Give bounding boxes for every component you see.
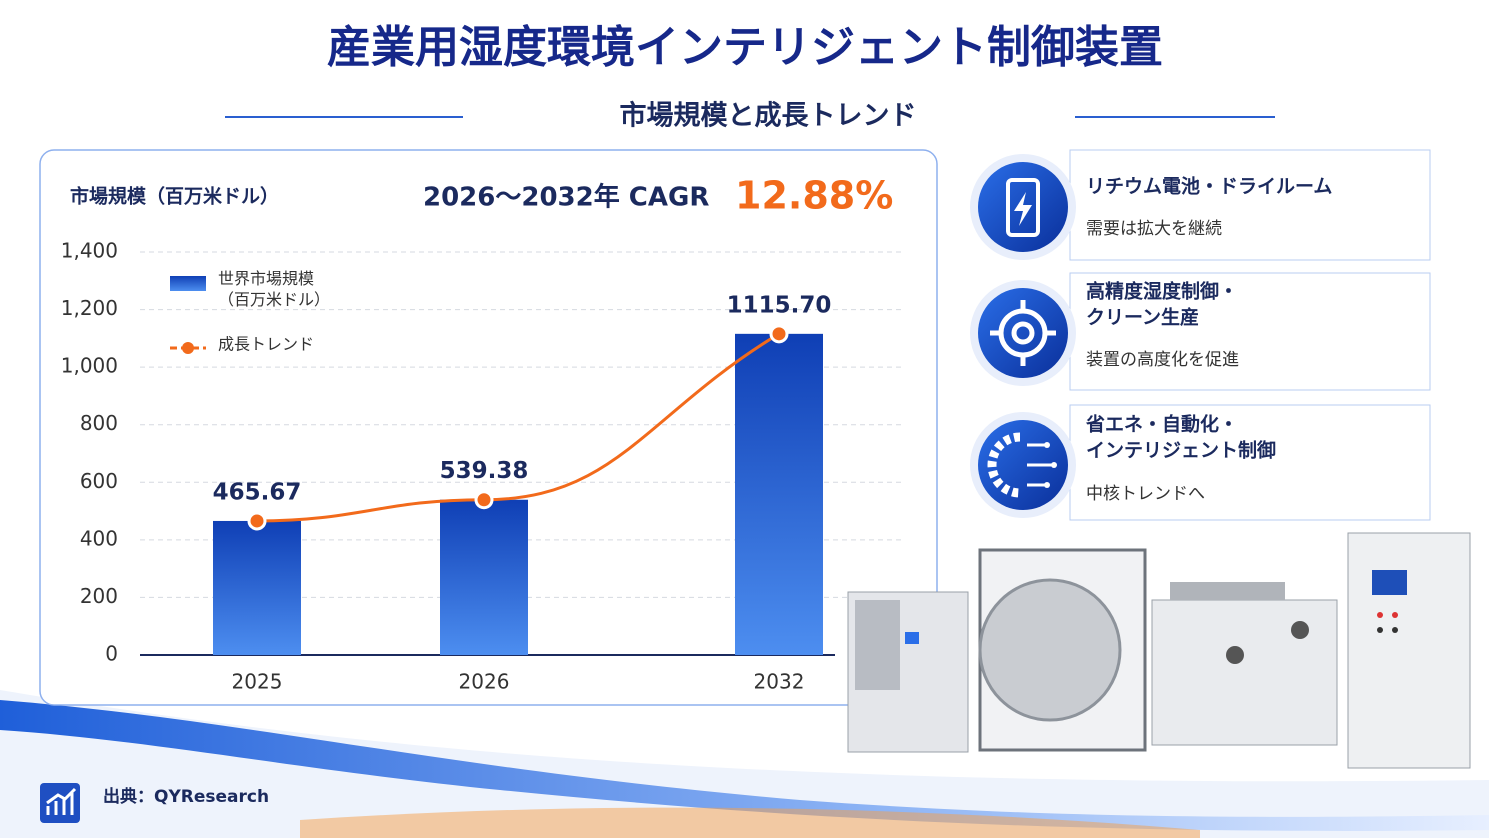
bolt-icon: [1014, 192, 1032, 226]
y-tick-label: 1,200: [61, 296, 118, 320]
y-tick-label: 1,400: [61, 239, 118, 263]
y-axis-label: 市場規模（百万米ドル）: [70, 185, 279, 208]
feature-desc: 需要は拡大を継続: [1086, 219, 1222, 239]
bar: [213, 520, 301, 655]
y-tick-label: 200: [80, 584, 118, 608]
equipment: [847, 532, 1471, 769]
equipment-button: [1377, 627, 1383, 633]
equipment-top: [1170, 582, 1285, 600]
cagr-label: 2026〜2032年 CAGR: [423, 182, 709, 213]
target-icon: [990, 300, 1056, 366]
feature-title: 高精度湿度制御・: [1086, 280, 1238, 303]
y-tick-label: 0: [105, 642, 118, 666]
trend-marker: [474, 490, 494, 510]
trend-line: [256, 332, 780, 523]
icon: [978, 288, 1068, 378]
circuit-icon: [1044, 442, 1050, 448]
legend-label-line: （百万米ドル）: [218, 290, 330, 309]
feature-desc: 中核トレンドへ: [1086, 484, 1205, 504]
legend-swatch: [170, 276, 206, 291]
legend-label-line: 世界市場規模: [218, 269, 314, 288]
feature-card: [1069, 272, 1431, 391]
circuit-icon: [1027, 443, 1052, 487]
equipment-screen: [1372, 570, 1407, 595]
chart: 市場規模（百万米ドル） 2026〜2032年 CAGR 12.88% 0 200 4…: [61, 174, 905, 694]
target-icon: [1011, 321, 1035, 345]
legend-label: 成長トレンド: [218, 335, 314, 354]
feature-title: 省エネ・自動化・: [1085, 413, 1238, 436]
legend-marker: [182, 342, 194, 354]
equipment-button: [1377, 612, 1383, 618]
trend-marker: [247, 511, 267, 531]
equipment-unit: [1151, 599, 1338, 746]
trend-marker: [769, 324, 789, 344]
value-label: 1115.70: [727, 292, 832, 318]
circuit-icon: [1051, 462, 1057, 468]
x-tick-label: 2026: [459, 670, 510, 694]
wave: [300, 807, 1200, 838]
source-icon: [46, 787, 77, 815]
y-tick-label: 1,000: [61, 354, 118, 378]
feature-title: リチウム電池・ドライルーム: [1086, 175, 1332, 198]
feature-card: [1069, 149, 1431, 261]
y-tick-label: 400: [80, 526, 118, 550]
feature-card: [1069, 404, 1431, 521]
source: 出典：QYResearch: [103, 786, 269, 807]
battery-icon: [1006, 178, 1040, 237]
equipment-cabinet: [1347, 532, 1471, 769]
legend-label: 世界市場規模 （百万米ドル）: [218, 269, 330, 309]
equipment-panel: [905, 632, 919, 644]
bar: [735, 333, 823, 655]
equipment-grille: [855, 600, 900, 690]
y-tick-label: 800: [80, 411, 118, 435]
x-tick-label: 2025: [232, 670, 283, 694]
x-tick-label: 2032: [754, 670, 805, 694]
equipment-port: [1291, 621, 1309, 639]
equipment-wheel: [978, 578, 1122, 722]
equipment-port: [1226, 646, 1244, 664]
y-tick-label: 600: [80, 469, 118, 493]
page-title: 産業用湿度環境インテリジェント制御装置: [327, 22, 1163, 73]
cagr-value: 12.88%: [735, 174, 893, 218]
feature-title: クリーン生産: [1086, 306, 1199, 329]
equipment-button: [1392, 627, 1398, 633]
gear-icon: [987, 432, 1021, 498]
circuit-icon: [1044, 482, 1050, 488]
feature-desc: 装置の高度化を促進: [1086, 350, 1239, 370]
value-label: 465.67: [213, 479, 302, 505]
value-label: 539.38: [440, 458, 529, 484]
equipment-button: [1392, 612, 1398, 618]
bar: [440, 499, 528, 655]
features: リチウム電池・ドライルーム需要は拡大を継続高精度湿度制御・クリーン生産装置の高度…: [970, 149, 1431, 521]
wave: [0, 690, 1489, 838]
feature-title: インテリジェント制御: [1086, 439, 1276, 462]
subtitle: 市場規模と成長トレンド: [620, 100, 917, 132]
wave: [0, 700, 1489, 831]
